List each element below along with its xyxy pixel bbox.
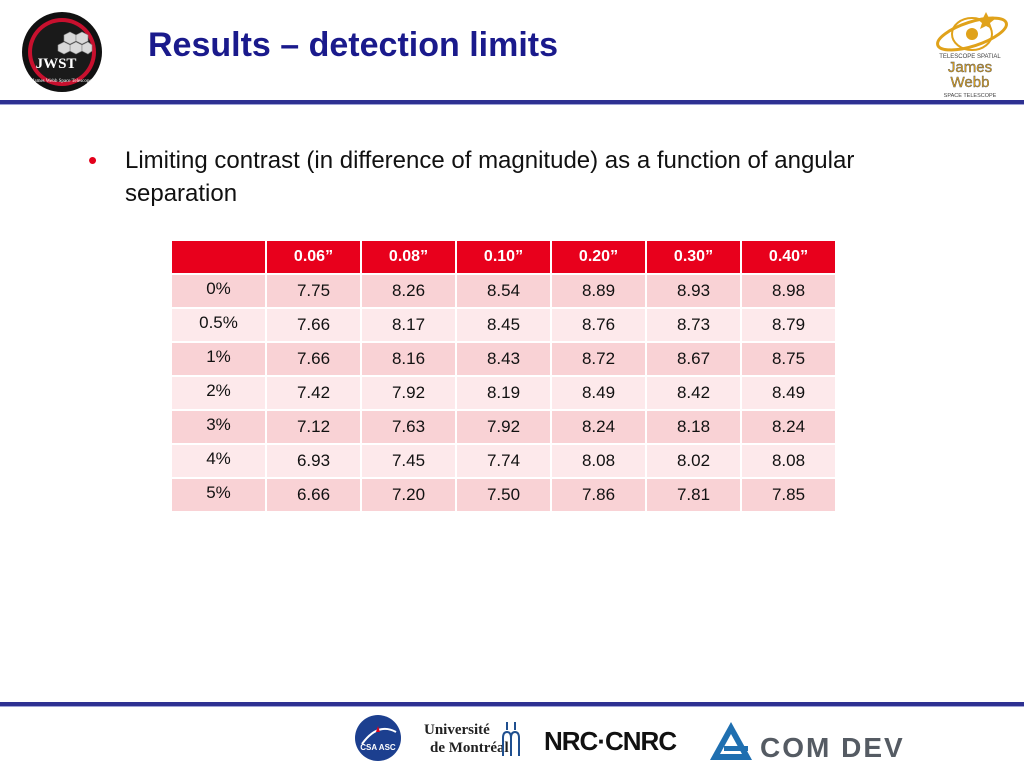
table-cell: 7.81 [647,479,740,511]
table-cell: 7.75 [267,275,360,307]
table-cell: 7.63 [362,411,455,443]
udem-mark-icon [502,722,520,756]
csa-logo-text: CSA ASC [360,743,396,752]
james-webb-space-telescope-logo: TELESCOPE SPATIAL James Webb SPACE TELES… [936,12,1008,99]
jwst-logo-text: JWST [36,56,77,72]
row-header: 0% [172,275,265,307]
column-header: 0.20” [552,241,645,273]
table-cell: 8.79 [742,309,835,341]
table-cell: 7.85 [742,479,835,511]
footer-rule-shadow [0,706,1024,707]
com-dev-logo [710,722,752,760]
table-cell: 6.93 [267,445,360,477]
csa-asc-logo: CSA ASC [355,715,401,761]
table-cell: 7.20 [362,479,455,511]
table-cell: 8.72 [552,343,645,375]
column-header: 0.40” [742,241,835,273]
table-cell: 8.42 [647,377,740,409]
row-header: 3% [172,411,265,443]
table-cell: 8.49 [742,377,835,409]
table-cell: 8.08 [552,445,645,477]
universite-de-montreal-logo: Université de Montréal [424,718,524,762]
table-corner-cell [172,241,265,273]
table-cell: 6.66 [267,479,360,511]
jwst-logo-subtext: James Webb Space Telescope [32,79,92,84]
header-rule-shadow [0,104,1024,105]
table-row: 3% 7.12 7.63 7.92 8.24 8.18 8.24 [172,411,835,443]
table-cell: 8.76 [552,309,645,341]
table-cell: 8.18 [647,411,740,443]
table-row: 0.5% 7.66 8.17 8.45 8.76 8.73 8.79 [172,309,835,341]
webb-logo-line1: TELESCOPE SPATIAL [939,54,1001,60]
column-header: 0.30” [647,241,740,273]
row-header: 1% [172,343,265,375]
table-cell: 8.89 [552,275,645,307]
table-cell: 8.54 [457,275,550,307]
table-cell: 7.66 [267,309,360,341]
table-cell: 8.75 [742,343,835,375]
table-cell: 8.73 [647,309,740,341]
row-header: 2% [172,377,265,409]
row-header: 0.5% [172,309,265,341]
row-header: 5% [172,479,265,511]
table-row: 0% 7.75 8.26 8.54 8.89 8.93 8.98 [172,275,835,307]
table-row: 4% 6.93 7.45 7.74 8.08 8.02 8.08 [172,445,835,477]
header-rule [0,100,1024,104]
table-cell: 7.12 [267,411,360,443]
table-cell: 7.74 [457,445,550,477]
table-cell: 8.67 [647,343,740,375]
udem-line2: de Montréal [430,740,509,756]
table-cell: 8.98 [742,275,835,307]
table-cell: 8.16 [362,343,455,375]
row-header: 4% [172,445,265,477]
table-cell: 7.50 [457,479,550,511]
jwst-logo: JWST James Webb Space Telescope [22,12,102,92]
table-cell: 7.66 [267,343,360,375]
table-cell: 8.45 [457,309,550,341]
com-dev-text: COM DEV [760,732,905,763]
table-cell: 7.86 [552,479,645,511]
column-header: 0.08” [362,241,455,273]
table-cell: 8.93 [647,275,740,307]
table-cell: 7.45 [362,445,455,477]
column-header: 0.06” [267,241,360,273]
table-cell: 7.92 [362,377,455,409]
table-cell: 8.24 [742,411,835,443]
table-cell: 8.49 [552,377,645,409]
nrc-cnrc-logo: NRC·CNRC [544,726,677,756]
table-cell: 8.08 [742,445,835,477]
table-header-row: 0.06” 0.08” 0.10” 0.20” 0.30” 0.40” [172,241,835,273]
webb-logo-line4: SPACE TELESCOPE [944,93,997,99]
footer-rule [0,702,1024,706]
table-cell: 8.17 [362,309,455,341]
table-cell: 8.43 [457,343,550,375]
table-row: 2% 7.42 7.92 8.19 8.49 8.42 8.49 [172,377,835,409]
detection-limits-table: 0.06” 0.08” 0.10” 0.20” 0.30” 0.40” 0% 7… [170,239,837,513]
table-cell: 8.24 [552,411,645,443]
bullet-icon: • [88,145,98,175]
udem-line1: Université [424,722,490,738]
table-cell: 8.02 [647,445,740,477]
slide-title: Results – detection limits [148,26,558,64]
table-cell: 8.19 [457,377,550,409]
webb-logo-line3: Webb [951,74,990,91]
bullet-text: Limiting contrast (in difference of magn… [125,147,855,207]
table-cell: 7.42 [267,377,360,409]
table-cell: 7.92 [457,411,550,443]
table-row: 5% 6.66 7.20 7.50 7.86 7.81 7.85 [172,479,835,511]
column-header: 0.10” [457,241,550,273]
table-row: 1% 7.66 8.16 8.43 8.72 8.67 8.75 [172,343,835,375]
table-cell: 8.26 [362,275,455,307]
webb-logo-line2: James [948,59,992,76]
